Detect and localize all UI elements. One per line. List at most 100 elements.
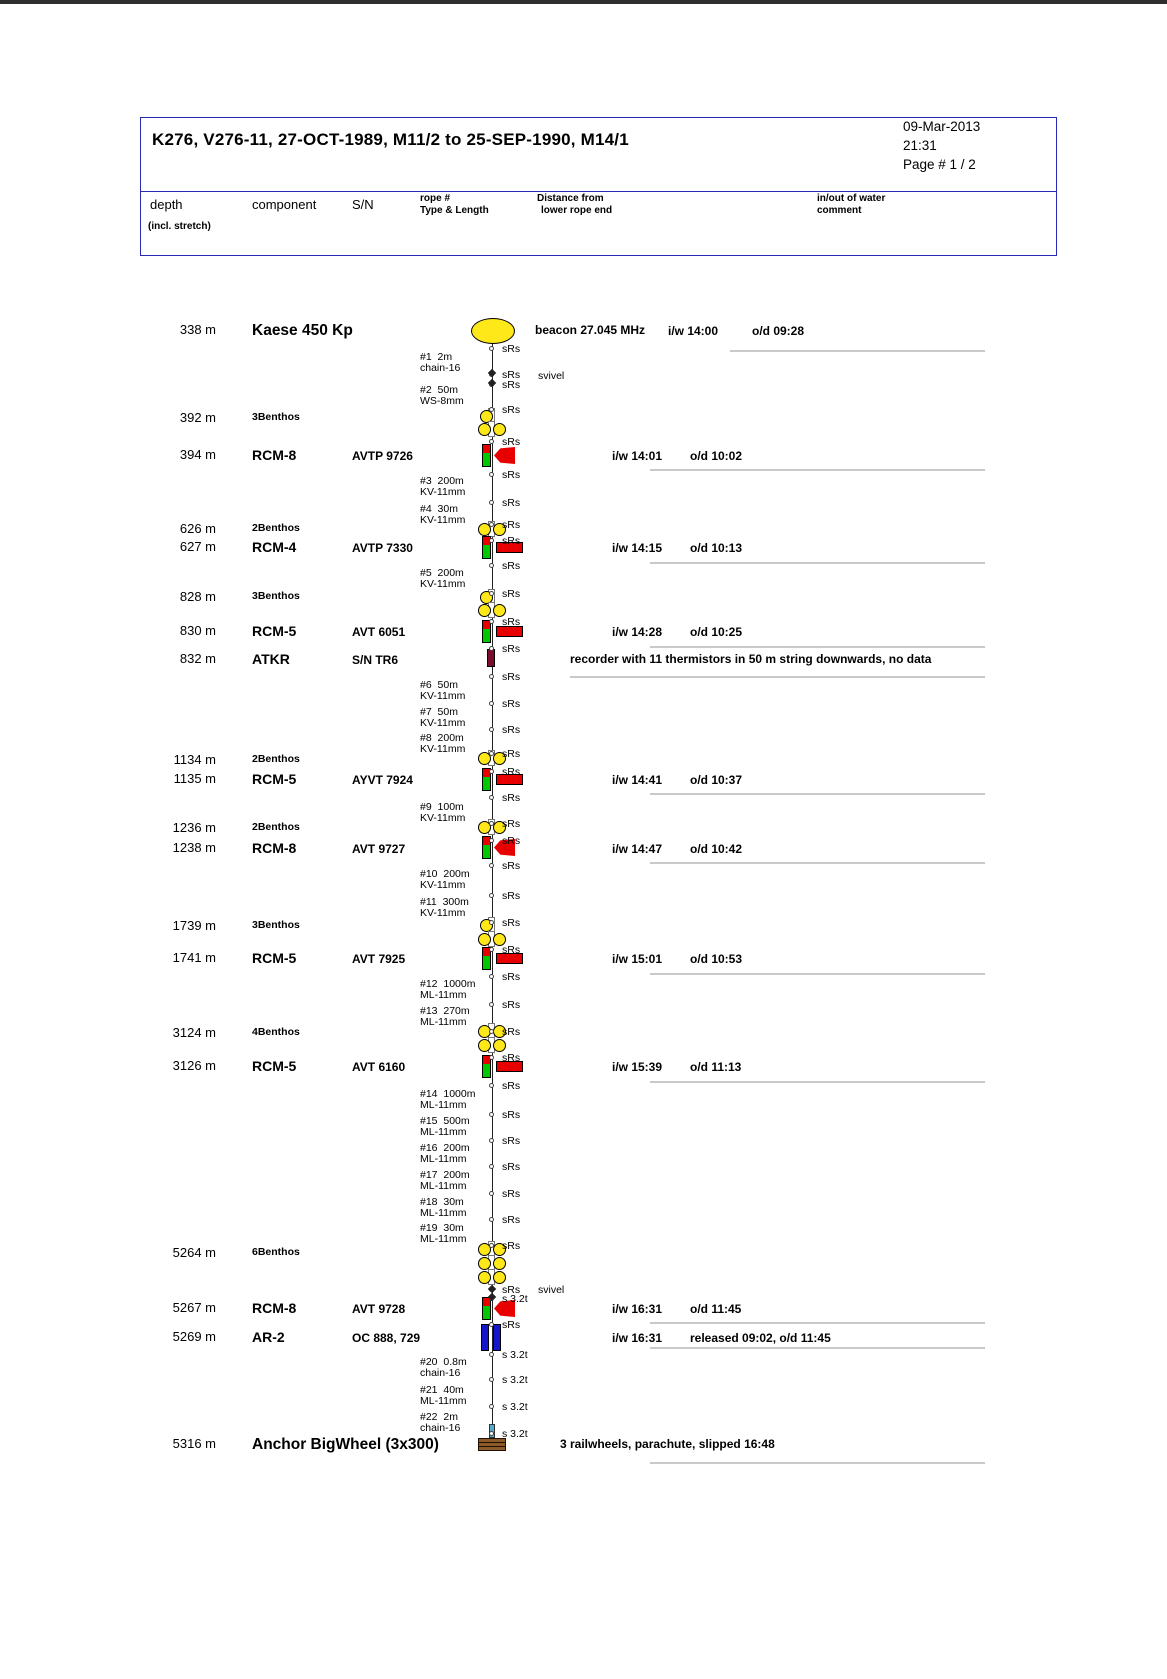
row-component: 6Benthos (252, 1246, 300, 1258)
shackle-label: sRs (502, 698, 521, 710)
page-number: Page # 1 / 2 (903, 157, 976, 172)
row-serial: AVTP 9726 (352, 449, 413, 463)
benthos-float-icon (478, 821, 491, 834)
rcm-body-top (483, 537, 490, 545)
shackle-label: s 3.2t (502, 1428, 528, 1440)
benthos-float-icon (493, 523, 506, 536)
shackle-label: sRs (502, 560, 521, 572)
shackle-label: sRs (502, 1319, 521, 1331)
benthos-float-icon (493, 821, 506, 834)
rope-label: #4 30m KV-11mm (420, 503, 466, 526)
line-node (489, 727, 494, 732)
rcm-body-icon (482, 536, 491, 559)
shackle-label: sRs (502, 671, 521, 683)
row-comment: recorder with 11 thermistors in 50 m str… (570, 652, 932, 666)
row-depth: 1238 m (172, 840, 216, 855)
row-inwater-time: i/w 14:00 (668, 324, 719, 338)
rcm-vane-icon (496, 542, 523, 553)
row-comment: beacon 27.045 MHz (535, 323, 646, 337)
row-outwater-time: o/d 10:42 (690, 842, 743, 856)
row-depth: 1739 m (172, 918, 216, 933)
shackle-label: sRs (502, 792, 521, 804)
line-node (489, 769, 494, 774)
shackle-label: sRs (502, 497, 521, 509)
benthos-float-icon (478, 1243, 491, 1256)
line-node (489, 1191, 494, 1196)
benthos-float-icon (478, 933, 491, 946)
shackle-label: sRs (502, 766, 521, 778)
col-header-distance-2: lower rope end (541, 205, 613, 216)
rcm-body-top (483, 1298, 490, 1306)
row-serial: AVT 6051 (352, 625, 406, 639)
shackle-label: sRs (502, 616, 521, 628)
row-outwater-time: o/d 10:53 (690, 952, 743, 966)
rope-label: #16 200m ML-11mm (420, 1142, 470, 1165)
benthos-float-icon (493, 1039, 506, 1052)
rope-label: #22 2m chain-16 (420, 1411, 461, 1434)
line-node (489, 974, 494, 979)
shackle-label: s 3.2t (502, 1349, 528, 1361)
line-node (489, 346, 494, 351)
line-node (489, 1404, 494, 1409)
rcm-rotor-icon (494, 1300, 515, 1317)
rcm-body-top (483, 837, 490, 845)
shackle-label: sRs (502, 1240, 521, 1252)
row-inwater-time: i/w 14:01 (612, 449, 663, 463)
row-serial: AVTP 7330 (352, 541, 413, 555)
rcm-body-top (483, 621, 490, 629)
shackle-label: sRs (502, 1026, 521, 1038)
row-component: RCM-5 (252, 1058, 297, 1074)
row-depth: 1236 m (172, 820, 216, 835)
rcm-body-icon (482, 1297, 491, 1320)
line-node (489, 821, 494, 826)
row-inwater-time: i/w 15:39 (612, 1060, 663, 1074)
row-depth: 1741 m (172, 950, 216, 965)
rope-label: #17 200m ML-11mm (420, 1169, 470, 1192)
row-component: 3Benthos (252, 919, 300, 931)
print-date: 09-Mar-2013 (903, 119, 981, 134)
row-depth: 338 m (179, 322, 216, 337)
line-node (489, 439, 494, 444)
ar2-release-icon (493, 1324, 501, 1351)
rcm-body-icon (482, 1055, 491, 1078)
row-outwater-time: o/d 11:45 (690, 1302, 742, 1316)
swivel-label: svivel (538, 1284, 565, 1296)
rope-label: #3 200m KV-11mm (420, 475, 466, 498)
shackle-label: sRs (502, 1109, 521, 1121)
shackle-label: sRs (502, 519, 521, 531)
ar2-release-icon (481, 1324, 489, 1351)
line-node (489, 591, 494, 596)
comment-underline (650, 1322, 985, 1324)
rope-label: #12 1000m ML-11mm (420, 978, 476, 1001)
line-node (489, 947, 494, 952)
shackle-label: sRs (502, 1161, 521, 1173)
rcm-vane-icon (496, 953, 523, 964)
anchor-stack-icon (478, 1438, 506, 1451)
shackle-label: sRs (502, 1188, 521, 1200)
line-node (489, 522, 494, 527)
col-header-sn: S/N (352, 197, 374, 212)
row-inwater-time: i/w 16:31 (612, 1331, 663, 1345)
benthos-float-icon (478, 752, 491, 765)
rcm-body-top (483, 769, 490, 777)
comment-underline (650, 862, 985, 864)
shackle-label: sRs (502, 1052, 521, 1064)
line-node (489, 1377, 494, 1382)
row-serial: AYVT 7924 (352, 773, 413, 787)
rcm-body-icon (482, 947, 491, 970)
line-node (489, 920, 494, 925)
row-component: RCM-5 (252, 623, 297, 639)
row-component: RCM-5 (252, 950, 297, 966)
row-component: AR-2 (252, 1329, 285, 1345)
shackle-label: sRs (502, 343, 521, 355)
row-serial: AVT 7925 (352, 952, 406, 966)
row-component: RCM-5 (252, 771, 297, 787)
rope-label: #10 200m KV-11mm (420, 868, 470, 891)
row-component: ATKR (252, 651, 290, 667)
line-node (489, 893, 494, 898)
row-component: 3Benthos (252, 411, 300, 423)
row-component: Kaese 450 Kp (252, 322, 353, 339)
line-node (489, 646, 494, 651)
comment-underline (650, 793, 985, 795)
benthos-float-icon (478, 523, 491, 536)
